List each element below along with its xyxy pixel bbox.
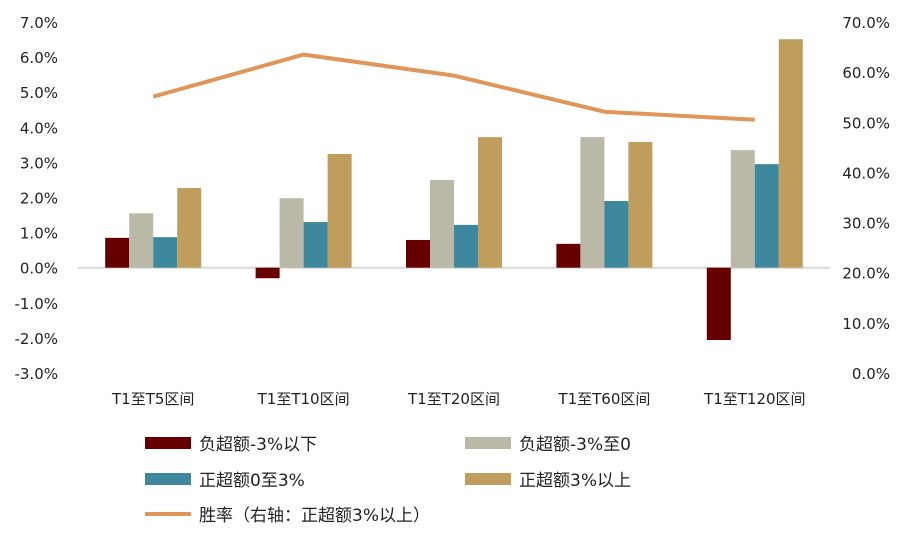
bar <box>580 137 605 268</box>
left-tick-label: -2.0% <box>14 330 58 348</box>
right-tick-label: 70.0% <box>842 14 890 32</box>
bar <box>303 222 328 268</box>
bar <box>177 188 202 268</box>
left-tick-label: 6.0% <box>20 49 58 67</box>
legend-label: 正超额0至3% <box>199 471 305 491</box>
legend-label: 负超额-3%以下 <box>199 435 317 455</box>
bar <box>778 39 803 268</box>
left-tick-label: 0.0% <box>20 260 58 278</box>
bar <box>706 267 731 341</box>
right-tick-label: 0.0% <box>852 365 890 383</box>
bar <box>478 137 502 268</box>
bar <box>153 237 178 268</box>
bar <box>129 213 154 268</box>
left-tick-label: 7.0% <box>20 14 58 32</box>
bar <box>628 142 653 268</box>
left-tick-label: 4.0% <box>20 119 58 137</box>
category-label: T1至T60区间 <box>557 390 650 408</box>
category-label: T1至T20区间 <box>407 390 500 408</box>
left-tick-label: 5.0% <box>20 84 58 102</box>
right-tick-label: 40.0% <box>842 164 890 182</box>
bar <box>105 237 130 268</box>
right-tick-label: 10.0% <box>842 315 890 333</box>
bar <box>604 201 629 268</box>
legend-swatch <box>145 473 191 485</box>
legend-swatch <box>465 473 511 485</box>
legend-label: 负超额-3%至0 <box>519 435 631 455</box>
bar <box>279 198 304 268</box>
right-tick-label: 50.0% <box>842 114 890 132</box>
left-tick-label: 3.0% <box>20 154 58 172</box>
left-tick-label: 1.0% <box>20 225 58 243</box>
legend-swatch <box>145 437 191 449</box>
bar <box>454 224 478 268</box>
right-tick-label: 60.0% <box>842 64 890 82</box>
bar <box>327 153 352 268</box>
bar <box>730 150 755 268</box>
left-tick-label: 2.0% <box>20 190 58 208</box>
bar <box>556 243 581 268</box>
category-label: T1至T10区间 <box>257 390 350 408</box>
bar <box>406 239 430 268</box>
bar <box>754 164 779 268</box>
right-tick-label: 30.0% <box>842 215 890 233</box>
legend-swatch <box>465 437 511 449</box>
right-tick-label: 20.0% <box>842 265 890 283</box>
bar <box>255 267 280 279</box>
category-label: T1至T120区间 <box>703 390 806 408</box>
win-rate-line <box>152 52 755 122</box>
legend-label: 胜率（右轴：正超额3%以上） <box>199 506 430 526</box>
left-tick-label: -1.0% <box>14 295 58 313</box>
left-tick-label: -3.0% <box>14 365 58 383</box>
legend-label: 正超额3%以上 <box>519 471 631 491</box>
bar <box>430 179 454 268</box>
category-label: T1至T5区间 <box>111 390 194 408</box>
